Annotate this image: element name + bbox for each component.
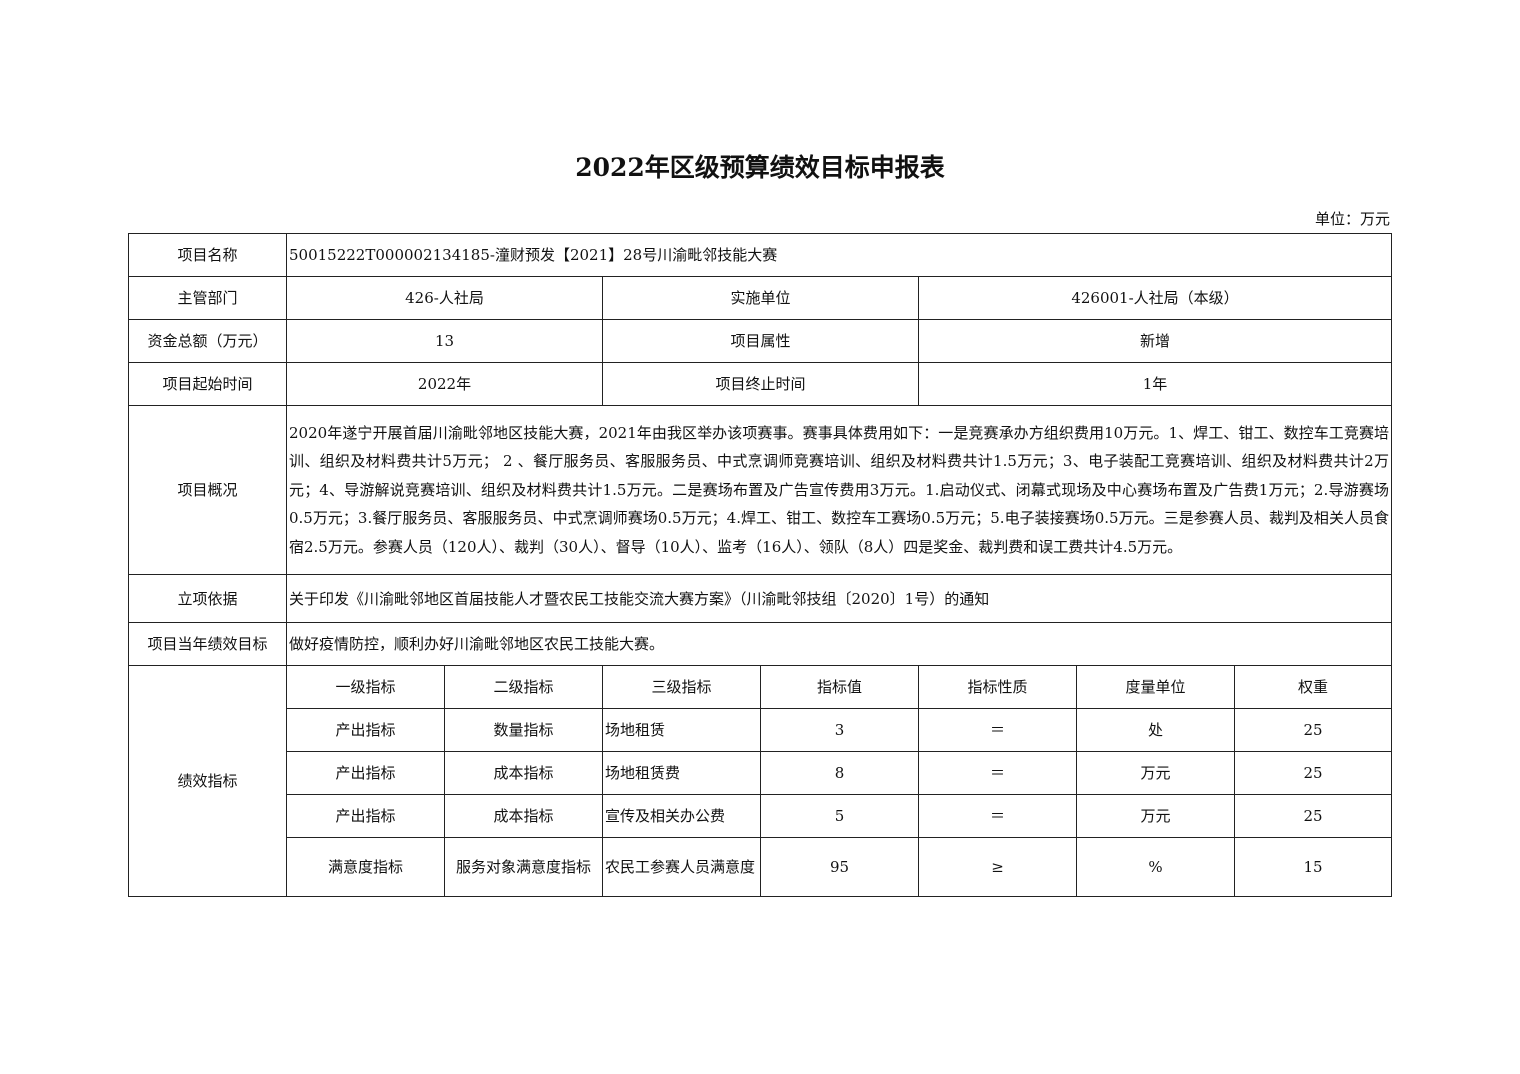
column-header: 二级指标 (444, 665, 603, 709)
cell-label: 项目起始时间 (128, 362, 287, 406)
table-row: 项目当年绩效目标 做好疫情防控，顺利办好川渝毗邻地区农民工技能大赛。 (128, 622, 1393, 666)
cell: ＝ (918, 708, 1077, 752)
funding-value: 13 (286, 319, 603, 363)
cell-label: 项目名称 (128, 233, 287, 277)
column-header: 指标值 (760, 665, 919, 709)
column-header: 权重 (1233, 665, 1393, 709)
table-row: 项目概况 2020年遂宁开展首届川渝毗邻地区技能大赛，2021年由我区举办该项赛… (128, 405, 1393, 575)
table-row: 资金总额（万元） 13 项目属性 新增 (128, 319, 1393, 363)
cell: ＝ (918, 794, 1077, 838)
cell: 万元 (1076, 794, 1235, 838)
cell-label: 项目概况 (128, 405, 287, 575)
cell: 25 (1233, 794, 1393, 838)
implementing-unit-value: 426001-人社局（本级） (917, 276, 1393, 320)
cell: 95 (760, 837, 919, 897)
column-header: 三级指标 (602, 665, 761, 709)
table-row: 项目名称 50015222T000002134185-潼财预发【2021】28号… (128, 233, 1393, 277)
cell-label: 项目属性 (602, 319, 919, 363)
column-header: 度量单位 (1076, 665, 1235, 709)
cell: 15 (1233, 837, 1393, 897)
indicator-row: 产出指标 数量指标 场地租赁 3 ＝ 处 25 (129, 708, 1393, 752)
cell: % (1076, 837, 1235, 897)
unit-label: 单位：万元 (1314, 210, 1390, 228)
cell-label: 绩效指标 (128, 665, 287, 897)
table-row: 主管部门 426-人社局 实施单位 426001-人社局（本级） (128, 276, 1393, 320)
cell: 产出指标 (286, 794, 445, 838)
cell: 数量指标 (444, 708, 603, 752)
cell: 处 (1076, 708, 1235, 752)
cell: ≥ (918, 837, 1077, 897)
goal-value: 做好疫情防控，顺利办好川渝毗邻地区农民工技能大赛。 (285, 622, 1393, 666)
cell: ＝ (918, 751, 1077, 795)
project-name-value: 50015222T000002134185-潼财预发【2021】28号川渝毗邻技… (285, 233, 1393, 277)
column-header: 一级指标 (286, 665, 445, 709)
cell: 万元 (1076, 751, 1235, 795)
overview-value: 2020年遂宁开展首届川渝毗邻地区技能大赛，2021年由我区举办该项赛事。赛事具… (285, 405, 1393, 575)
column-header: 指标性质 (918, 665, 1077, 709)
indicator-row: 产出指标 成本指标 场地租赁费 8 ＝ 万元 25 (129, 751, 1393, 795)
cell: 8 (760, 751, 919, 795)
cell: 场地租赁费 (602, 751, 761, 795)
cell-label: 实施单位 (602, 276, 919, 320)
table-row: 项目起始时间 2022年 项目终止时间 1年 (128, 362, 1393, 406)
cell: 服务对象满意度指标 (444, 837, 603, 897)
cell-label: 立项依据 (128, 574, 287, 623)
indicator-row: 产出指标 成本指标 宣传及相关办公费 5 ＝ 万元 25 (129, 794, 1393, 838)
page-title: 2022年区级预算绩效目标申报表 (575, 153, 945, 182)
cell-label: 项目终止时间 (602, 362, 919, 406)
cell: 满意度指标 (286, 837, 445, 897)
end-time-value: 1年 (917, 362, 1393, 406)
table-row: 立项依据 关于印发《川渝毗邻地区首届技能人才暨农民工技能交流大赛方案》（川渝毗邻… (128, 574, 1393, 623)
cell: 场地租赁 (602, 708, 761, 752)
cell: 25 (1233, 708, 1393, 752)
cell-label: 资金总额（万元） (128, 319, 287, 363)
cell: 5 (760, 794, 919, 838)
cell: 成本指标 (444, 751, 603, 795)
cell-label: 项目当年绩效目标 (128, 622, 287, 666)
cell: 25 (1233, 751, 1393, 795)
department-value: 426-人社局 (286, 276, 603, 320)
start-time-value: 2022年 (286, 362, 603, 406)
cell: 产出指标 (286, 708, 445, 752)
basis-value: 关于印发《川渝毗邻地区首届技能人才暨农民工技能交流大赛方案》（川渝毗邻技组〔20… (285, 574, 1393, 623)
cell: 3 (760, 708, 919, 752)
budget-table: 项目名称 50015222T000002134185-潼财预发【2021】28号… (128, 233, 1393, 897)
cell: 成本指标 (444, 794, 603, 838)
indicator-header-row: 绩效指标 一级指标 二级指标 三级指标 指标值 指标性质 度量单位 权重 (128, 665, 1393, 897)
indicator-row: 满意度指标 服务对象满意度指标 农民工参赛人员满意度 95 ≥ % 15 (129, 837, 1393, 897)
cell: 宣传及相关办公费 (602, 794, 761, 838)
cell: 产出指标 (286, 751, 445, 795)
project-attribute-value: 新增 (917, 319, 1393, 363)
cell: 农民工参赛人员满意度 (602, 837, 761, 897)
cell-label: 主管部门 (128, 276, 287, 320)
